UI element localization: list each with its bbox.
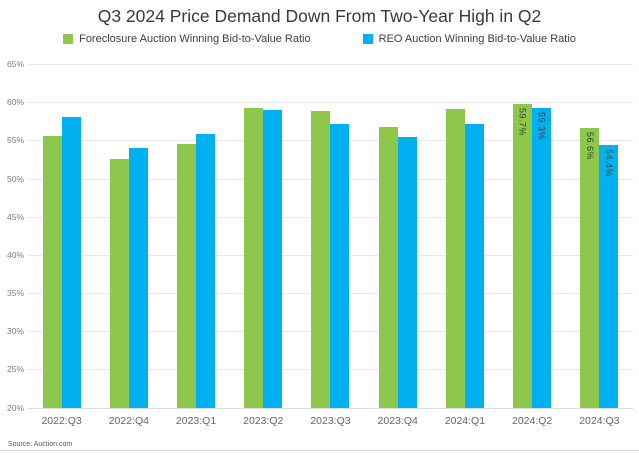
bar-pair bbox=[177, 64, 216, 408]
bar-group-2024-q2: 59.7% 59.3% bbox=[499, 64, 566, 408]
foreclosure-bar-2022-q4 bbox=[109, 159, 129, 408]
x-axis-labels: 2022:Q3 2022:Q4 2023:Q1 2023:Q2 2023:Q3 2023:… bbox=[28, 415, 633, 427]
foreclosure-bar-2024-q2: 59.7% bbox=[513, 104, 533, 408]
y-axis-tick-label: 65% bbox=[6, 59, 24, 69]
bar-group-2023-q1 bbox=[162, 64, 229, 408]
bar-data-label: 54.4% bbox=[603, 148, 614, 177]
foreclosure-bar-2023-q2 bbox=[244, 108, 264, 408]
y-axis-tick-label: 20% bbox=[6, 402, 24, 413]
y-axis-tick-label: 35% bbox=[6, 288, 24, 298]
reo-bar-2023-q1 bbox=[196, 134, 216, 408]
bar-group-2023-q4 bbox=[364, 64, 431, 408]
reo-bar-2023-q2 bbox=[263, 109, 283, 408]
reo-bar-2024-q1 bbox=[464, 124, 484, 408]
reo-bar-2024-q2: 59.3% bbox=[532, 107, 552, 408]
x-axis-label: 2022:Q3 bbox=[41, 415, 82, 427]
bar-pair bbox=[378, 64, 417, 408]
y-axis-tick-label: 55% bbox=[6, 135, 24, 146]
gridline bbox=[28, 64, 633, 65]
foreclosure-bar-2022-q3 bbox=[42, 135, 62, 408]
x-axis-label: 2023:Q1 bbox=[175, 415, 217, 427]
legend-item-reo: REO Auction Winning Bid-to-Value Ratio bbox=[362, 33, 576, 45]
bar-groups: 59.7% 59.3% 56.6% 54.4% bbox=[28, 64, 633, 408]
bar-pair bbox=[244, 64, 283, 408]
bar-group-2024-q1 bbox=[431, 64, 498, 408]
x-axis-label: 2024:Q3 bbox=[579, 415, 620, 427]
bar-group-2023-q2 bbox=[230, 64, 297, 408]
reo-bar-2023-q3 bbox=[330, 123, 350, 408]
reo-bar-2023-q4 bbox=[397, 137, 417, 408]
x-axis-label: 2023:Q2 bbox=[243, 415, 284, 427]
bar-group-2023-q3 bbox=[297, 64, 364, 408]
reo-bar-2022-q4 bbox=[128, 147, 148, 408]
bar-pair bbox=[311, 64, 350, 408]
y-axis-tick-label: 40% bbox=[6, 249, 24, 260]
bar-data-label: 59.7% bbox=[517, 108, 528, 137]
bar-group-2024-q3: 56.6% 54.4% bbox=[566, 64, 633, 408]
foreclosure-bar-2024-q1 bbox=[445, 109, 465, 408]
legend-item-foreclosure: Foreclosure Auction Winning Bid-to-Value… bbox=[63, 33, 311, 45]
foreclosure-bar-2023-q1 bbox=[177, 144, 197, 408]
y-axis-tick-label: 30% bbox=[6, 326, 24, 337]
x-axis-label: 2023:Q3 bbox=[310, 415, 351, 427]
plot-area: 65% 60% 55% 50% 45% 40% 35% 30% 25% 20% 59.7% 59.3%… bbox=[7, 59, 633, 413]
foreclosure-bar-2023-q3 bbox=[311, 111, 331, 408]
bar-pair bbox=[109, 64, 148, 408]
legend-label: Foreclosure Auction Winning Bid-to-Value… bbox=[79, 33, 311, 45]
gridline bbox=[28, 407, 633, 409]
legend-label: REO Auction Winning Bid-to-Value Ratio bbox=[378, 33, 576, 45]
x-axis-label: 2022:Q4 bbox=[108, 415, 149, 427]
bar-data-label: 59.3% bbox=[536, 111, 547, 140]
foreclosure-bar-2024-q3: 56.6% bbox=[580, 128, 600, 408]
bar-data-label: 56.6% bbox=[584, 132, 595, 161]
reo-bar-2022-q3 bbox=[61, 117, 81, 408]
reo-bar-2024-q3: 54.4% bbox=[599, 144, 619, 408]
bar-pair: 56.6% 54.4% bbox=[580, 64, 619, 408]
gridline bbox=[28, 102, 633, 104]
x-axis-label: 2024:Q1 bbox=[444, 415, 486, 427]
legend-swatch-icon bbox=[63, 34, 74, 44]
y-axis-tick-label: 50% bbox=[6, 173, 24, 184]
foreclosure-bar-2023-q4 bbox=[378, 126, 398, 408]
bar-pair bbox=[42, 64, 81, 408]
bar-pair bbox=[445, 64, 484, 408]
chart-title: Q3 2024 Price Demand Down From Two-Year … bbox=[97, 6, 542, 26]
source-note: Source: Auction.com bbox=[8, 441, 73, 448]
bar-pair: 59.7% 59.3% bbox=[513, 64, 552, 408]
y-axis-tick-label: 45% bbox=[6, 211, 24, 222]
bar-group-2022-q4 bbox=[95, 64, 162, 408]
legend-swatch-icon bbox=[362, 34, 373, 44]
x-axis-label: 2023:Q4 bbox=[377, 415, 418, 427]
bar-group-2022-q3 bbox=[28, 64, 95, 408]
bottom-divider bbox=[0, 450, 639, 451]
y-axis-tick-label: 25% bbox=[6, 364, 24, 375]
y-axis-tick-label: 60% bbox=[6, 97, 24, 108]
legend: Foreclosure Auction Winning Bid-to-Value… bbox=[0, 33, 639, 45]
x-axis-label: 2024:Q2 bbox=[511, 415, 553, 427]
